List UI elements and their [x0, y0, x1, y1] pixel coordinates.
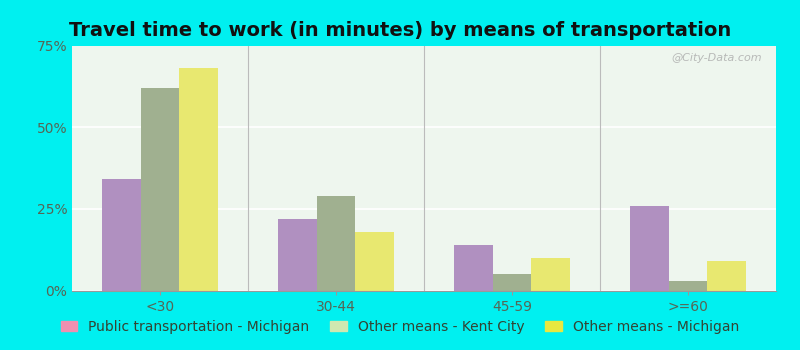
Bar	[493, 274, 531, 290]
Bar	[141, 88, 179, 290]
Bar	[355, 232, 394, 290]
Bar	[454, 245, 493, 290]
Legend: Public transportation - Michigan, Other means - Kent City, Other means - Michiga: Public transportation - Michigan, Other …	[55, 314, 745, 340]
Bar	[669, 281, 707, 290]
Bar	[707, 261, 746, 290]
Bar	[531, 258, 570, 290]
Bar	[317, 196, 355, 290]
Bar	[179, 68, 218, 290]
Bar	[630, 205, 669, 290]
Text: @City-Data.com: @City-Data.com	[671, 53, 762, 63]
Bar	[278, 219, 317, 290]
Text: Travel time to work (in minutes) by means of transportation: Travel time to work (in minutes) by mean…	[69, 21, 731, 40]
Bar	[102, 180, 141, 290]
